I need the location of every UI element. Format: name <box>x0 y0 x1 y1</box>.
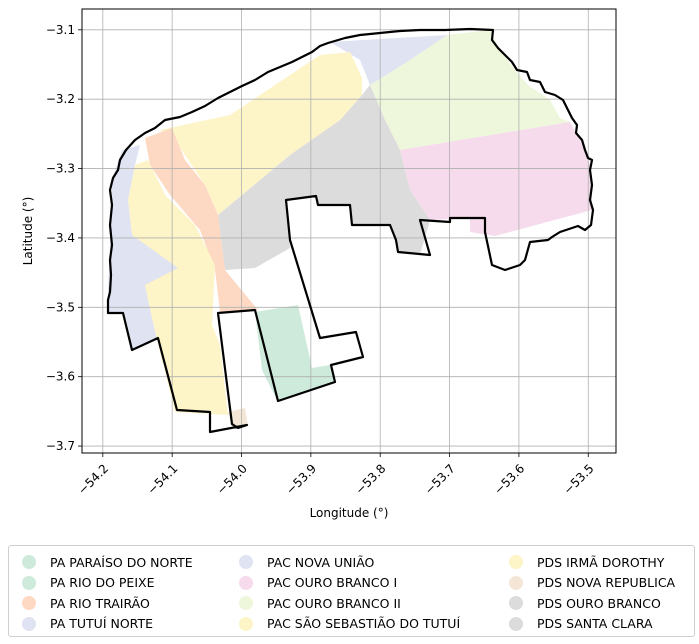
legend-label: PDS SANTA CLARA <box>537 616 653 632</box>
legend-label: PDS OURO BRANCO <box>537 595 661 611</box>
legend-item: PA TUTUÍ NORTE <box>22 614 193 635</box>
legend-item: PAC NOVA UNIÃO <box>239 552 460 573</box>
area-pa-tutui-norte <box>108 145 178 350</box>
legend-item: PDS IRMÃ DOROTHY <box>509 552 675 573</box>
area-pac-sao-sebastiao-do-tutui <box>160 52 362 215</box>
legend-swatch <box>239 555 253 570</box>
grid-vertical <box>102 9 589 453</box>
legend-item: PAC OURO BRANCO I <box>239 573 460 594</box>
y-tick-label: −3.5 <box>46 300 75 314</box>
y-tick-label: −3.4 <box>46 231 75 245</box>
legend-item: PDS OURO BRANCO <box>509 593 675 614</box>
x-tick-label: −53.9 <box>283 461 319 497</box>
legend-swatch <box>509 555 523 570</box>
y-tick-label: −3.2 <box>46 92 75 106</box>
legend-item: PAC OURO BRANCO II <box>239 593 460 614</box>
x-tick-label: −54.2 <box>75 461 111 497</box>
grid-horizontal <box>82 29 616 447</box>
settlement-areas <box>108 30 592 428</box>
legend-label: PA PARAÍSO DO NORTE <box>50 554 193 570</box>
area-pac-ouro-branco-ii <box>370 30 570 150</box>
legend-item: PA PARAÍSO DO NORTE <box>22 552 193 573</box>
legend: PA PARAÍSO DO NORTE PA RIO DO PEIXE PA R… <box>8 545 695 637</box>
legend-column-2: PAC NOVA UNIÃO PAC OURO BRANCO I PAC OUR… <box>239 552 460 634</box>
area-pa-rio-trairao <box>145 128 258 312</box>
legend-item: PDS NOVA REPUBLICA <box>509 573 675 594</box>
area-pa-rio-do-peixe <box>255 305 335 402</box>
legend-swatch <box>509 616 523 631</box>
y-tick-label: −3.3 <box>46 162 75 176</box>
x-tick-label: −53.8 <box>353 461 389 497</box>
legend-item: PAC SÃO SEBASTIÃO DO TUTUÍ <box>239 614 460 635</box>
legend-label: PA RIO TRAIRÃO <box>50 595 150 611</box>
x-tick-label: −54.1 <box>145 461 181 497</box>
area-pds-irma-dorothy <box>128 160 228 415</box>
x-axis-label: Longitude (°) <box>310 506 389 520</box>
area-pac-nova-uniao <box>330 35 447 85</box>
legend-label: PA TUTUÍ NORTE <box>50 616 153 632</box>
legend-column-1: PA PARAÍSO DO NORTE PA RIO DO PEIXE PA R… <box>22 552 193 634</box>
legend-swatch <box>509 575 523 590</box>
legend-item: PDS SANTA CLARA <box>509 614 675 635</box>
boundary-outline <box>106 27 595 434</box>
x-axis-ticks: −54.2 −54.1 −54.0 −53.9 −53.8 −53.7 −53.6 −53.5 <box>75 453 597 497</box>
legend-label: PDS IRMÃ DOROTHY <box>537 554 665 570</box>
legend-swatch <box>239 575 253 590</box>
legend-label: PA RIO DO PEIXE <box>50 575 155 591</box>
x-tick-label: −53.5 <box>561 461 597 497</box>
legend-label: PAC SÃO SEBASTIÃO DO TUTUÍ <box>267 616 461 632</box>
axes-frame <box>81 8 617 454</box>
legend-item: PA RIO TRAIRÃO <box>22 593 193 614</box>
y-axis-ticks: −3.1 −3.2 −3.3 −3.4 −3.5 −3.6 −3.7 <box>46 23 82 453</box>
legend-swatch <box>509 596 523 611</box>
x-tick-label: −53.6 <box>491 461 527 497</box>
legend-swatch <box>239 596 253 611</box>
legend-label: PAC OURO BRANCO I <box>267 575 398 591</box>
x-tick-label: −53.7 <box>422 461 458 497</box>
legend-swatch <box>22 555 36 570</box>
legend-swatch <box>239 616 253 631</box>
area-pds-nova-republica <box>228 408 248 428</box>
y-tick-label: −3.6 <box>46 370 75 384</box>
x-tick-label: −54.0 <box>214 461 250 497</box>
area-pds-ouro-branco <box>218 85 430 270</box>
legend-column-3: PDS IRMÃ DOROTHY PDS NOVA REPUBLICA PDS … <box>509 552 675 634</box>
y-tick-label: −3.1 <box>46 23 75 37</box>
legend-label: PAC NOVA UNIÃO <box>267 554 375 570</box>
legend-label: PAC OURO BRANCO II <box>267 595 401 611</box>
y-tick-label: −3.7 <box>46 439 75 453</box>
y-axis-label: Latitude (°) <box>21 197 35 266</box>
legend-item: PA RIO DO PEIXE <box>22 573 193 594</box>
legend-swatch <box>22 616 36 631</box>
area-pac-ouro-branco-i <box>400 122 592 236</box>
legend-label: PDS NOVA REPUBLICA <box>537 575 676 591</box>
legend-swatch <box>22 575 36 590</box>
legend-swatch <box>22 596 36 611</box>
